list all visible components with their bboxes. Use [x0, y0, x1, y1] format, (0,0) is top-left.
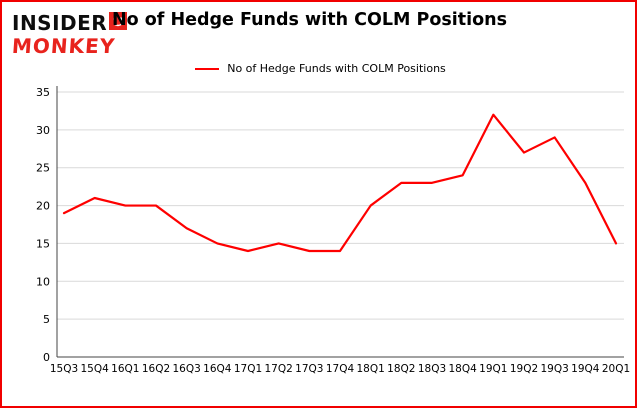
page-title: No of Hedge Funds with COLM Positions: [112, 10, 508, 30]
x-axis-tick-label: 18Q2: [387, 363, 415, 375]
x-axis-tick-label: 17Q4: [326, 363, 355, 375]
x-axis-tick-label: 17Q3: [295, 363, 323, 375]
x-axis-tick-label: 19Q2: [510, 363, 538, 375]
series-line: [62, 113, 618, 253]
monkey-icon: [109, 12, 128, 34]
x-axis-tick-label: 19Q1: [479, 363, 507, 375]
y-axis-tick-label: 15: [36, 237, 50, 250]
x-axis-tick-label: 17Q2: [265, 363, 293, 375]
x-axis-tick-label: 20Q1: [602, 363, 630, 375]
y-axis-tick-label: 5: [43, 313, 50, 326]
y-axis-tick-label: 10: [36, 275, 50, 288]
logo-text-insider: INSIDER: [12, 11, 108, 35]
logo-text-monkey: MONKEY: [11, 34, 117, 58]
x-axis-tick-label: 18Q4: [449, 363, 478, 375]
x-axis-tick-label: 16Q3: [173, 363, 201, 375]
chart-legend: No of Hedge Funds with COLM Positions: [2, 62, 635, 75]
x-axis-tick-label: 19Q3: [541, 363, 569, 375]
insider-monkey-logo: INSIDER MONKEY: [11, 11, 128, 58]
y-axis-tick-label: 0: [43, 351, 50, 364]
x-axis-tick-label: 15Q4: [81, 363, 110, 375]
x-axis-tick-label: 18Q3: [418, 363, 446, 375]
x-axis-tick-label: 16Q4: [203, 363, 232, 375]
y-axis-tick-label: 25: [36, 162, 50, 175]
x-axis-tick-label: 15Q3: [50, 363, 78, 375]
x-axis-tick-label: 19Q4: [571, 363, 600, 375]
x-axis-tick-label: 17Q1: [234, 363, 262, 375]
x-axis-tick-label: 16Q2: [142, 363, 170, 375]
legend-label: No of Hedge Funds with COLM Positions: [227, 62, 446, 75]
x-axis-tick-label: 18Q1: [357, 363, 385, 375]
y-axis-tick-label: 20: [36, 200, 50, 213]
x-axis-tick-label: 16Q1: [111, 363, 139, 375]
y-axis-tick-label: 35: [36, 86, 50, 99]
legend-line-sample: [195, 67, 220, 70]
y-axis-tick-label: 30: [36, 124, 50, 137]
